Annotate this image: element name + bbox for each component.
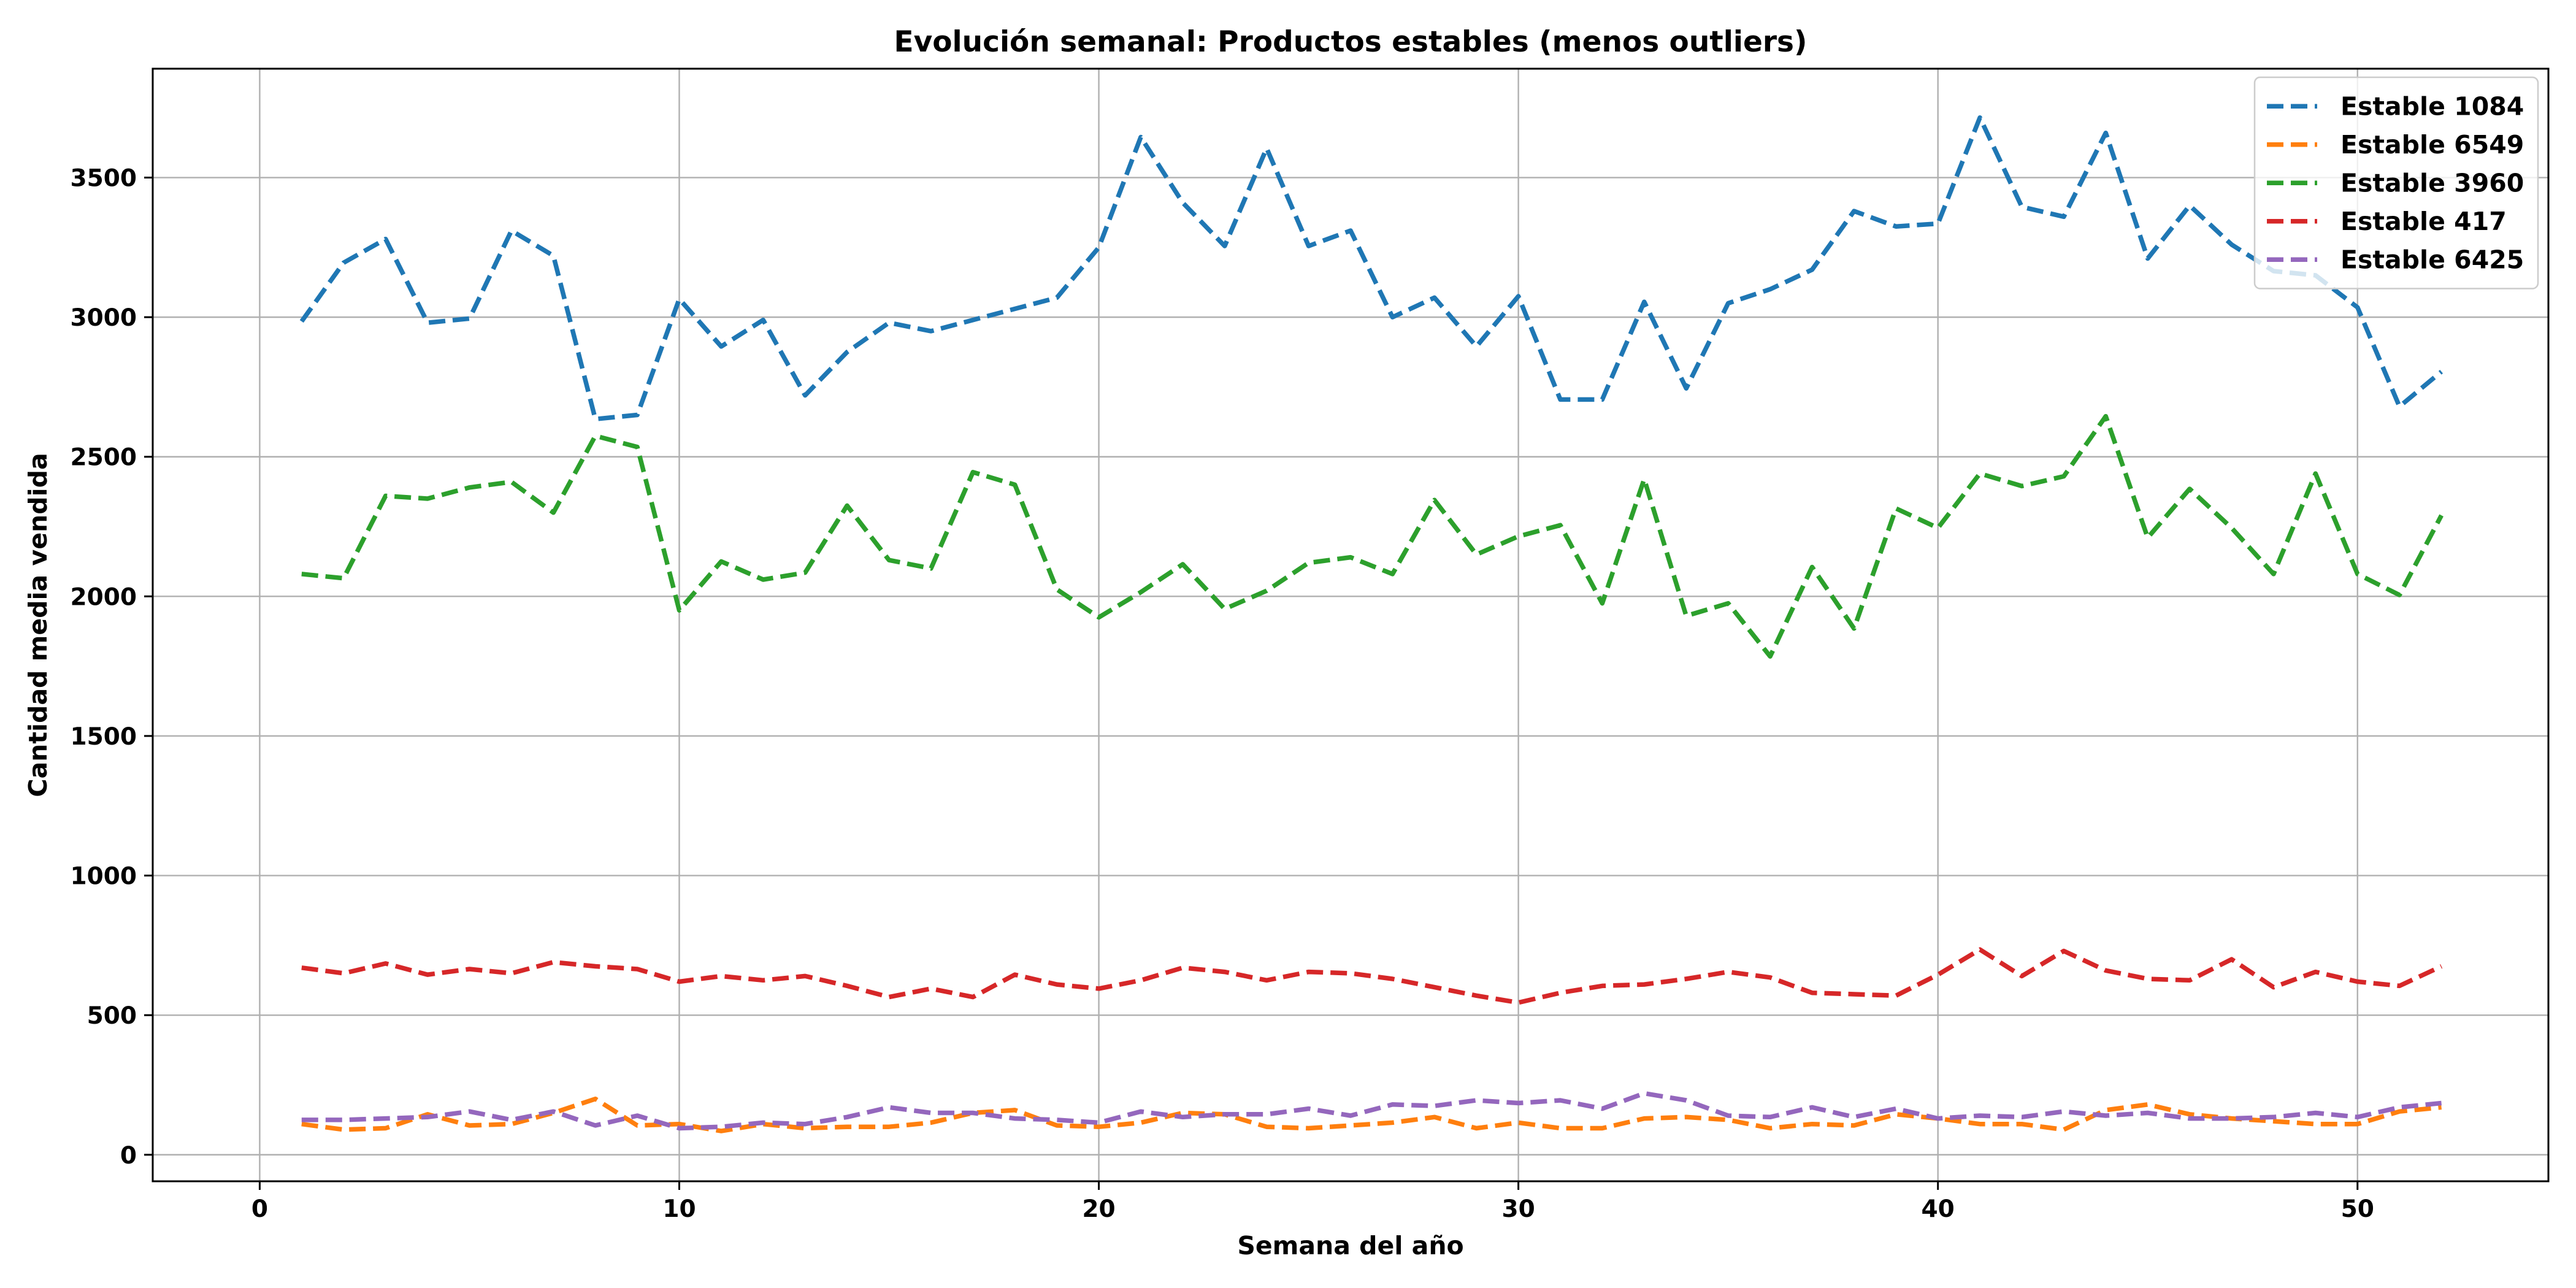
series-line-2 — [301, 1096, 2442, 1133]
y-tick-label: 1000 — [70, 863, 137, 891]
y-tick-label: 500 — [87, 1002, 137, 1030]
plot-area-frame — [151, 67, 2550, 1183]
y-tick-label: 2500 — [70, 444, 137, 472]
legend-label-1: Estable 1084 — [2340, 91, 2524, 121]
x-tick-label: 30 — [1501, 1195, 1535, 1223]
x-tick-label: 20 — [1082, 1195, 1115, 1223]
y-tick-label: 1500 — [70, 723, 137, 751]
x-tick-label: 10 — [662, 1195, 696, 1223]
legend-label-5: Estable 6425 — [2340, 245, 2524, 274]
series-line-3 — [301, 413, 2444, 659]
series-line-4 — [301, 947, 2443, 1005]
x-axis-label: Semana del año — [1237, 1231, 1463, 1260]
series-line-5 — [301, 1091, 2442, 1131]
x-tick-label: 50 — [2341, 1195, 2374, 1223]
legend-label-3: Estable 3960 — [2340, 168, 2524, 197]
y-tick-label: 2000 — [70, 583, 137, 611]
y-axis-label: Cantidad media vendida — [23, 453, 53, 797]
x-tick-label: 0 — [251, 1195, 268, 1223]
y-tick-label: 3500 — [70, 165, 137, 193]
y-tick-label: 0 — [120, 1142, 137, 1170]
chart-title: Evolución semanal: Productos estables (m… — [894, 25, 1807, 59]
legend: Estable 1084 Estable 6549 Estable 3960 Esta… — [2253, 76, 2539, 289]
series-line-1 — [299, 115, 2443, 422]
x-tick-label: 40 — [1922, 1195, 1955, 1223]
y-tick-label: 3000 — [70, 304, 137, 332]
legend-label-2: Estable 6549 — [2340, 130, 2524, 159]
legend-frame — [2253, 76, 2539, 289]
series-lines — [299, 115, 2444, 1133]
legend-label-4: Estable 417 — [2340, 207, 2507, 236]
